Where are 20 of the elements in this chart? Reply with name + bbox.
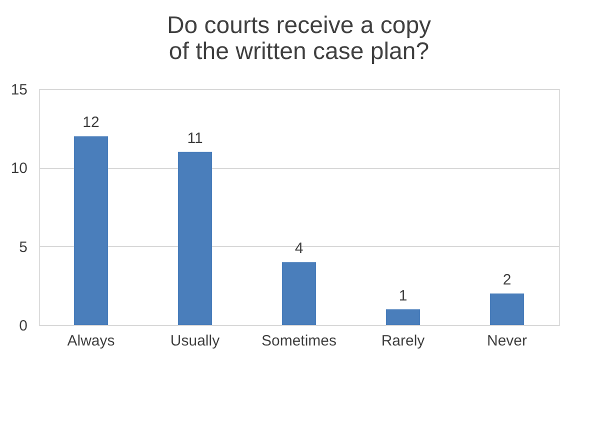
bar xyxy=(282,262,316,325)
y-tick-label: 5 xyxy=(19,238,28,256)
data-label: 12 xyxy=(82,114,100,132)
data-label: 1 xyxy=(398,287,408,304)
data-label: 11 xyxy=(187,130,203,147)
chart-title: Do courts receive a copy of the written case plan? xyxy=(166,12,432,65)
y-tick-label: 0 xyxy=(19,318,28,334)
x-tick-label: Never xyxy=(486,332,528,350)
bar xyxy=(74,136,108,325)
y-tick-label: 15 xyxy=(10,82,28,98)
bar xyxy=(386,309,420,325)
x-tick-label: Sometimes xyxy=(261,332,337,350)
y-tick-label: 10 xyxy=(10,160,28,178)
bar xyxy=(490,294,524,325)
bar xyxy=(178,152,212,325)
data-label: 4 xyxy=(294,240,304,258)
data-label: 2 xyxy=(502,272,512,289)
x-tick-label: Always xyxy=(67,332,115,350)
x-tick-label: Rarely xyxy=(381,332,426,350)
x-tick-label: Usually xyxy=(170,332,220,350)
